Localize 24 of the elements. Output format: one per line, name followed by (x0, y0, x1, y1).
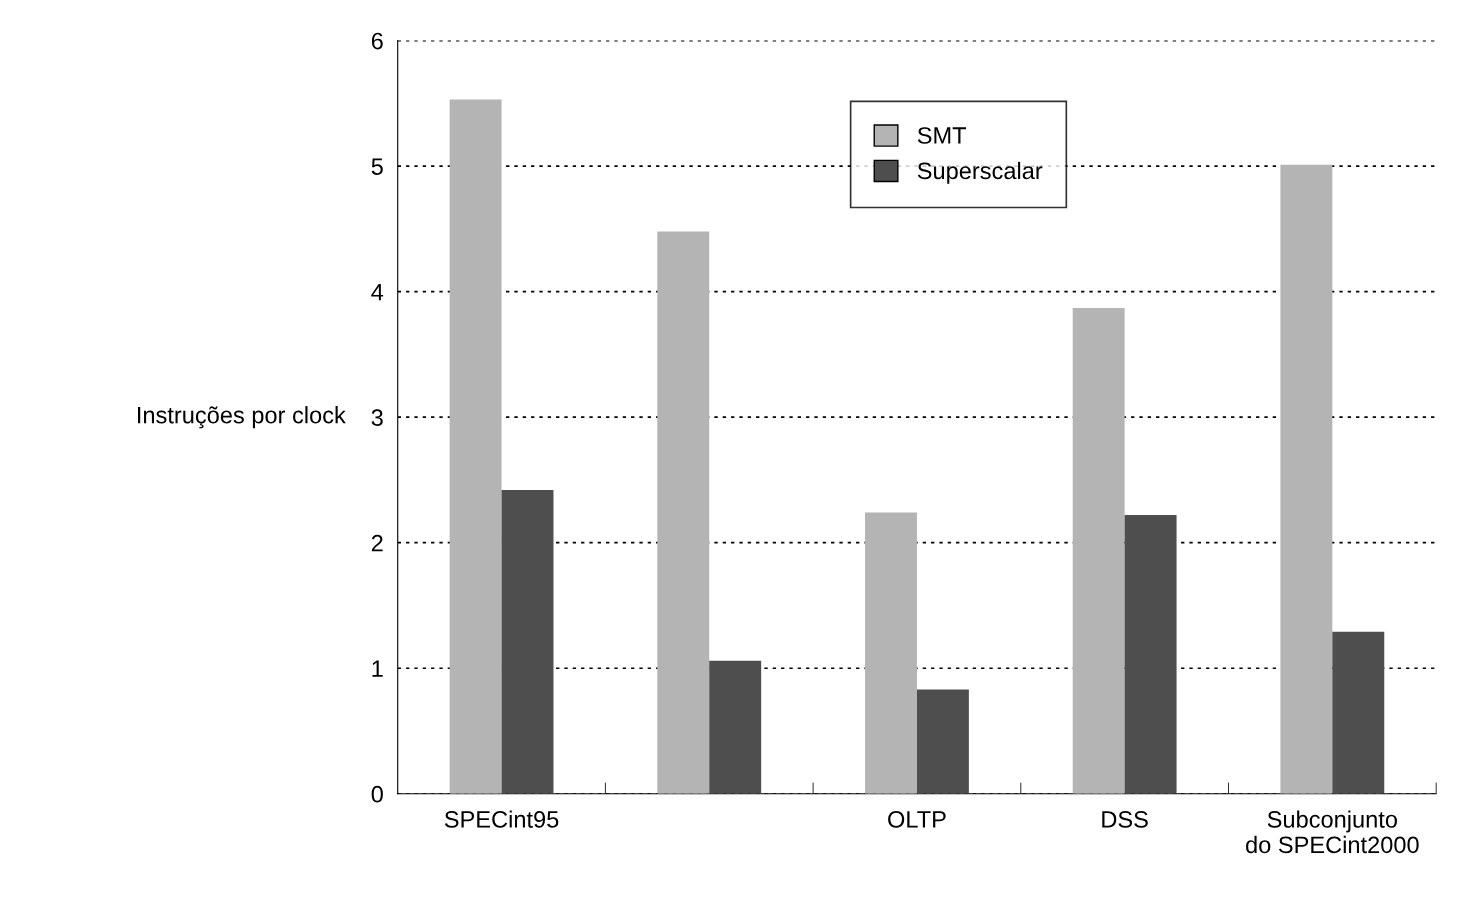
y-tick-label: 5 (371, 158, 383, 175)
bar (1332, 631, 1385, 794)
x-tick-label: DSS (1102, 811, 1148, 828)
bar (1072, 307, 1125, 794)
x-tick-label: SPECint95 (444, 810, 559, 828)
bar (916, 689, 969, 794)
bar (1280, 164, 1333, 794)
y-tick-label: 2 (371, 534, 383, 552)
x-tick-label: Subconjunto do SPECint2000 (1246, 810, 1419, 854)
y-tick-label: 1 (372, 660, 383, 677)
legend-label: SMT (917, 127, 967, 144)
y-tick-label: 0 (371, 785, 383, 803)
y-tick-label: 3 (371, 409, 383, 426)
legend-label: Superscalar (917, 161, 1043, 184)
x-tick-label: OLTP (888, 811, 946, 828)
bar (449, 99, 502, 794)
bar (657, 231, 710, 794)
bar (501, 489, 554, 794)
y-tick-label: 4 (371, 283, 384, 301)
bar (865, 512, 917, 794)
bar (709, 660, 762, 794)
y-tick-label: 6 (371, 32, 383, 50)
y-axis-title: Instruções por clock (138, 406, 346, 429)
bar (1124, 515, 1177, 794)
